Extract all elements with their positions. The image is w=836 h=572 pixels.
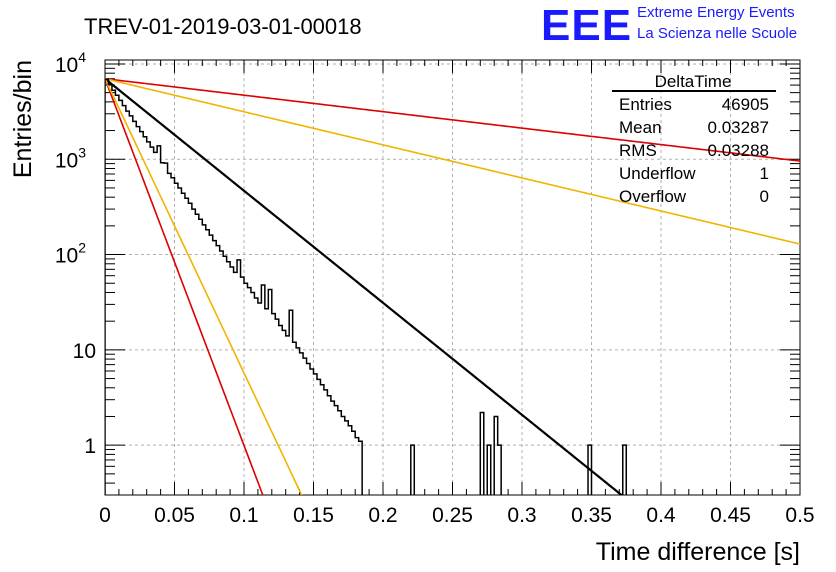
stats-row-label: Overflow — [619, 187, 687, 206]
x-tick-label: 0.1 — [229, 504, 258, 527]
stats-row-value: 0.03287 — [708, 118, 769, 137]
x-tick-label: 0.35 — [571, 504, 612, 527]
logo-mark: EEE — [541, 1, 632, 50]
x-tick-label: 0.45 — [710, 504, 751, 527]
x-tick-labels: 0 0.05 0.1 0.15 0.2 0.25 0.3 0.35 0.4 0.45 0.5 — [99, 504, 814, 527]
y-tick-label: 103 — [55, 144, 86, 172]
y-tick-exponent: 3 — [78, 144, 86, 160]
histogram-spike — [622, 444, 627, 495]
logo-line-1: Extreme Energy Events — [637, 4, 795, 21]
x-tick-label: 0.2 — [368, 504, 397, 527]
logo-line-2: La Scienza nelle Scuole — [637, 25, 797, 42]
stats-row-label: Entries — [619, 95, 672, 114]
stats-box-name: DeltaTime — [655, 72, 732, 91]
stats-row-value: 0.03288 — [708, 141, 769, 160]
histogram-outline — [105, 78, 363, 495]
histogram-spike — [406, 444, 419, 495]
x-tick-label: 0.15 — [293, 504, 334, 527]
fit-curve — [105, 77, 800, 245]
y-tick-label: 102 — [55, 240, 86, 268]
fit-curve — [105, 77, 800, 162]
x-tick-label: 0.25 — [432, 504, 473, 527]
x-tick-label: 0 — [99, 504, 111, 527]
x-tick-label: 0.3 — [507, 504, 536, 527]
grid-lines — [105, 60, 800, 495]
histogram — [105, 78, 627, 495]
stats-row-label: Mean — [619, 118, 662, 137]
y-tick-exponent: 2 — [78, 240, 86, 256]
stats-row-value: 46905 — [722, 95, 769, 114]
x-tick-label: 0.4 — [646, 504, 676, 527]
x-axis-label: Time difference [s] — [596, 538, 800, 566]
histogram-spike — [479, 411, 506, 495]
y-tick-label: 10 — [73, 340, 96, 363]
fit-curves — [105, 77, 800, 495]
chart-title: TREV-01-2019-03-01-00018 — [84, 14, 362, 39]
x-tick-label: 0.5 — [785, 504, 814, 527]
fit-curve — [105, 78, 303, 495]
y-tick-exponent: 4 — [78, 49, 86, 65]
stats-row-value: 1 — [760, 164, 769, 183]
stats-box: DeltaTime Entries 46905 Mean 0.03287 RMS 0.03… — [612, 72, 776, 206]
histogram-spike — [587, 444, 593, 495]
stats-row-label: RMS — [619, 141, 657, 160]
y-tick-label: 104 — [55, 49, 86, 77]
stats-row-value: 0 — [760, 187, 769, 206]
x-tick-label: 0.05 — [154, 504, 195, 527]
stats-row-label: Underflow — [619, 164, 696, 183]
y-tick-label: 1 — [84, 435, 96, 458]
y-axis-label: Entries/bin — [9, 60, 37, 178]
eee-logo: EEE Extreme Energy Events La Scienza nel… — [541, 1, 797, 50]
fit-curve — [105, 78, 264, 495]
fit-curve — [105, 77, 624, 495]
